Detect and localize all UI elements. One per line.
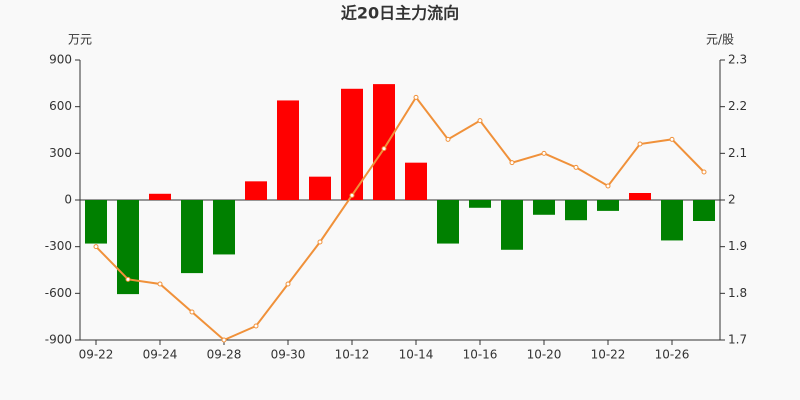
x-tick-label: 10-16 xyxy=(463,348,498,362)
x-tick-label: 09-30 xyxy=(271,348,306,362)
bar xyxy=(181,200,203,274)
bar xyxy=(309,176,331,200)
bar xyxy=(693,200,715,221)
line-point xyxy=(509,160,515,166)
bar xyxy=(437,200,459,244)
line-point xyxy=(477,118,483,124)
y-tick-label: 600 xyxy=(49,99,72,113)
x-tick-label: 09-24 xyxy=(143,348,178,362)
x-tick-label: 09-28 xyxy=(207,348,242,362)
bar xyxy=(405,162,427,200)
y-tick-label: -600 xyxy=(45,286,72,300)
line-point xyxy=(637,141,643,147)
line-point xyxy=(541,150,547,156)
line-point xyxy=(157,281,163,287)
bar xyxy=(149,193,171,200)
bar xyxy=(117,200,139,295)
bar xyxy=(341,88,363,200)
y2-tick-label: 2 xyxy=(728,193,736,207)
line-point xyxy=(189,309,195,315)
line-point xyxy=(221,337,227,343)
bar xyxy=(85,200,107,244)
line-point xyxy=(573,164,579,170)
y-tick-label: 300 xyxy=(49,146,72,160)
y2-tick-label: 2.3 xyxy=(728,53,747,67)
chart-title: 近20日主力流向 xyxy=(341,4,459,23)
line-point xyxy=(701,169,707,175)
x-tick-label: 10-12 xyxy=(335,348,370,362)
y2-tick-label: 1.8 xyxy=(728,286,747,300)
x-tick-label: 09-22 xyxy=(79,348,114,362)
x-tick-label: 10-14 xyxy=(399,348,434,362)
line-point xyxy=(381,146,387,152)
x-tick-label: 10-22 xyxy=(591,348,626,362)
line-point xyxy=(125,276,131,282)
bar xyxy=(661,200,683,241)
line-point xyxy=(93,244,99,250)
y-tick-label: 0 xyxy=(64,193,72,207)
y2-axis-label: 元/股 xyxy=(706,33,734,47)
x-tick-label: 10-20 xyxy=(527,348,562,362)
bar xyxy=(469,200,491,208)
y-axis-label: 万元 xyxy=(68,33,92,47)
bar xyxy=(597,200,619,211)
bar xyxy=(533,200,555,215)
bar xyxy=(629,193,651,200)
bar xyxy=(245,181,267,200)
bar xyxy=(213,200,235,255)
line-point xyxy=(349,192,355,198)
bar xyxy=(565,200,587,221)
line-point xyxy=(445,136,451,142)
line-point xyxy=(285,281,291,287)
bar xyxy=(501,200,523,250)
line-point xyxy=(669,136,675,142)
line-point xyxy=(317,239,323,245)
line-point xyxy=(413,94,419,100)
bar xyxy=(373,84,395,200)
line-point xyxy=(253,323,259,329)
line xyxy=(95,95,705,342)
line-point xyxy=(605,183,611,189)
y2-tick-label: 2.2 xyxy=(728,99,747,113)
y-tick-label: 900 xyxy=(49,53,72,67)
y-tick-label: -300 xyxy=(45,239,72,253)
y2-tick-label: 2.1 xyxy=(728,146,747,160)
y-tick-label: -900 xyxy=(45,333,72,347)
y2-tick-label: 1.9 xyxy=(728,239,747,253)
x-tick-label: 10-26 xyxy=(655,348,690,362)
bar xyxy=(277,100,299,200)
y2-tick-label: 1.7 xyxy=(728,333,747,347)
